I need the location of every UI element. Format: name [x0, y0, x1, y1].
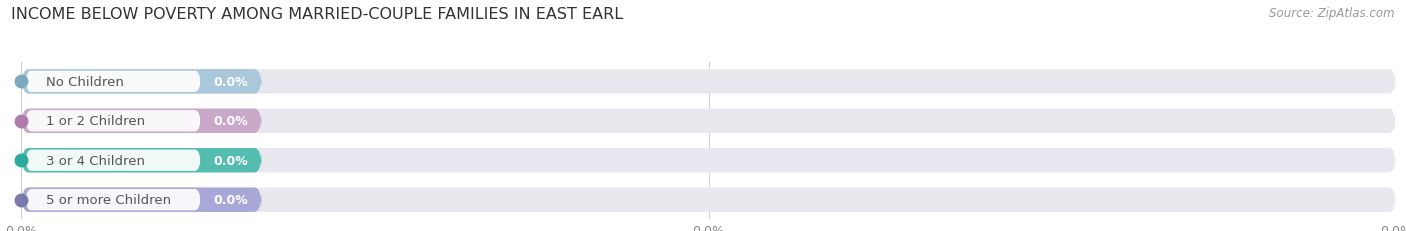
Text: 0.0%: 0.0%: [214, 193, 247, 206]
Text: 3 or 4 Children: 3 or 4 Children: [46, 154, 145, 167]
Text: INCOME BELOW POVERTY AMONG MARRIED-COUPLE FAMILIES IN EAST EARL: INCOME BELOW POVERTY AMONG MARRIED-COUPL…: [11, 7, 623, 22]
FancyBboxPatch shape: [25, 150, 201, 171]
Text: Source: ZipAtlas.com: Source: ZipAtlas.com: [1270, 7, 1395, 20]
Text: 5 or more Children: 5 or more Children: [46, 193, 172, 206]
FancyBboxPatch shape: [21, 148, 262, 173]
FancyBboxPatch shape: [21, 109, 262, 134]
FancyBboxPatch shape: [21, 188, 262, 212]
Text: No Children: No Children: [46, 76, 124, 88]
Text: 0.0%: 0.0%: [214, 115, 247, 128]
FancyBboxPatch shape: [25, 111, 201, 132]
FancyBboxPatch shape: [21, 188, 1396, 212]
Text: 1 or 2 Children: 1 or 2 Children: [46, 115, 145, 128]
FancyBboxPatch shape: [21, 109, 1396, 134]
FancyBboxPatch shape: [21, 70, 262, 94]
FancyBboxPatch shape: [21, 148, 1396, 173]
Text: 0.0%: 0.0%: [214, 154, 247, 167]
FancyBboxPatch shape: [25, 71, 201, 93]
FancyBboxPatch shape: [21, 70, 1396, 94]
FancyBboxPatch shape: [25, 189, 201, 210]
Text: 0.0%: 0.0%: [214, 76, 247, 88]
